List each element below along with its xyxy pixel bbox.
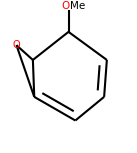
Text: Me: Me [70,1,85,11]
Text: O: O [62,1,70,11]
Text: O: O [13,40,20,50]
